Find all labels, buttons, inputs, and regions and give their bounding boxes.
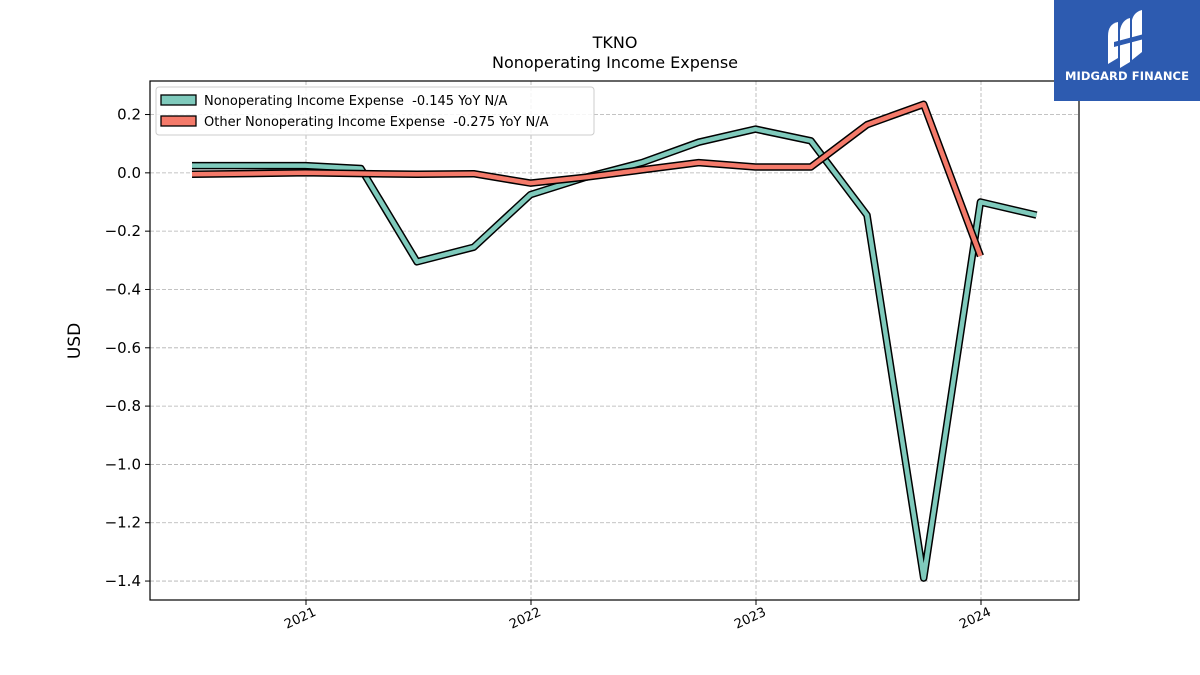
- y-tick-label: 0.2: [117, 106, 141, 124]
- x-tick-label: 2021: [282, 605, 318, 633]
- y-tick-label: −1.4: [105, 572, 141, 590]
- y-axis-ticks: 0.2 0.0 −0.2 −0.4 −0.6 −0.8 −1.0 −1.2 −1.4: [105, 106, 150, 590]
- series-layer: [191, 100, 1038, 582]
- y-tick-label: −0.4: [105, 280, 141, 298]
- grid: [150, 81, 1079, 600]
- series-nonoperating-income-expense-outline: [192, 125, 1038, 582]
- logo-mark-icon: [1108, 10, 1144, 68]
- y-tick-label: −0.8: [105, 397, 141, 415]
- x-tick-label: 2022: [507, 605, 543, 633]
- y-tick-label: −0.6: [105, 339, 141, 357]
- legend-swatch-other-nonoperating: [160, 115, 197, 127]
- brand-logo: MIDGARD FINANCE: [1054, 0, 1200, 101]
- y-tick-label: 0.0: [117, 164, 141, 182]
- y-tick-label: −1.2: [105, 514, 141, 532]
- legend-label-nonoperating: Nonoperating Income Expense -0.145 YoY N…: [204, 94, 508, 109]
- x-axis-ticks: 2021 2022 2023 2024: [282, 600, 994, 633]
- series-other-nonoperating-income-expense-line: [191, 102, 983, 257]
- x-tick-label: 2023: [732, 605, 768, 633]
- legend-label-other-nonoperating: Other Nonoperating Income Expense -0.275…: [204, 115, 549, 130]
- y-tick-label: −1.0: [105, 455, 141, 473]
- x-tick-label: 2024: [957, 605, 993, 633]
- chart-subtitle: Nonoperating Income Expense: [492, 53, 738, 72]
- series-nonoperating-income-expense-line: [192, 126, 1038, 581]
- legend-swatch-nonoperating: [160, 94, 197, 106]
- logo-text: MIDGARD FINANCE: [1064, 69, 1190, 83]
- plot-frame: [149, 80, 1080, 601]
- legend-box: [155, 86, 595, 136]
- y-axis-label: USD: [65, 323, 85, 359]
- legend: Nonoperating Income Expense -0.145 YoY N…: [155, 86, 595, 136]
- y-tick-label: −0.2: [105, 222, 141, 240]
- chart-title: TKNO: [592, 33, 638, 52]
